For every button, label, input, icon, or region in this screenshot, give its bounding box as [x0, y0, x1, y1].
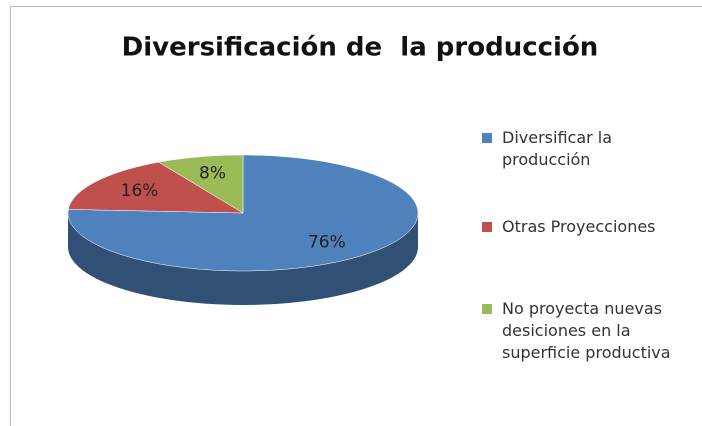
pie-slice — [67, 154, 419, 272]
data-label: 16% — [121, 181, 159, 201]
chart-title: Diversificación de la producción — [122, 33, 599, 63]
chart-border — [10, 6, 702, 426]
pie-slice — [68, 161, 244, 214]
data-label: 76% — [308, 233, 346, 253]
data-label: 8% — [199, 164, 226, 184]
legend-label: Otras Proyecciones — [502, 217, 656, 236]
legend-item: No proyecta nuevas desiciones en la supe… — [482, 298, 692, 364]
pie-side — [68, 213, 418, 305]
legend-label: No proyecta nuevas desiciones en la supe… — [502, 299, 671, 362]
legend-swatch — [482, 222, 492, 232]
legend-swatch — [482, 133, 492, 143]
legend-item: Diversificar la producción — [482, 127, 692, 171]
pie-slice — [157, 154, 244, 214]
legend-label: Diversificar la producción — [502, 128, 613, 169]
legend-swatch — [482, 304, 492, 314]
legend-item: Otras Proyecciones — [482, 216, 692, 238]
